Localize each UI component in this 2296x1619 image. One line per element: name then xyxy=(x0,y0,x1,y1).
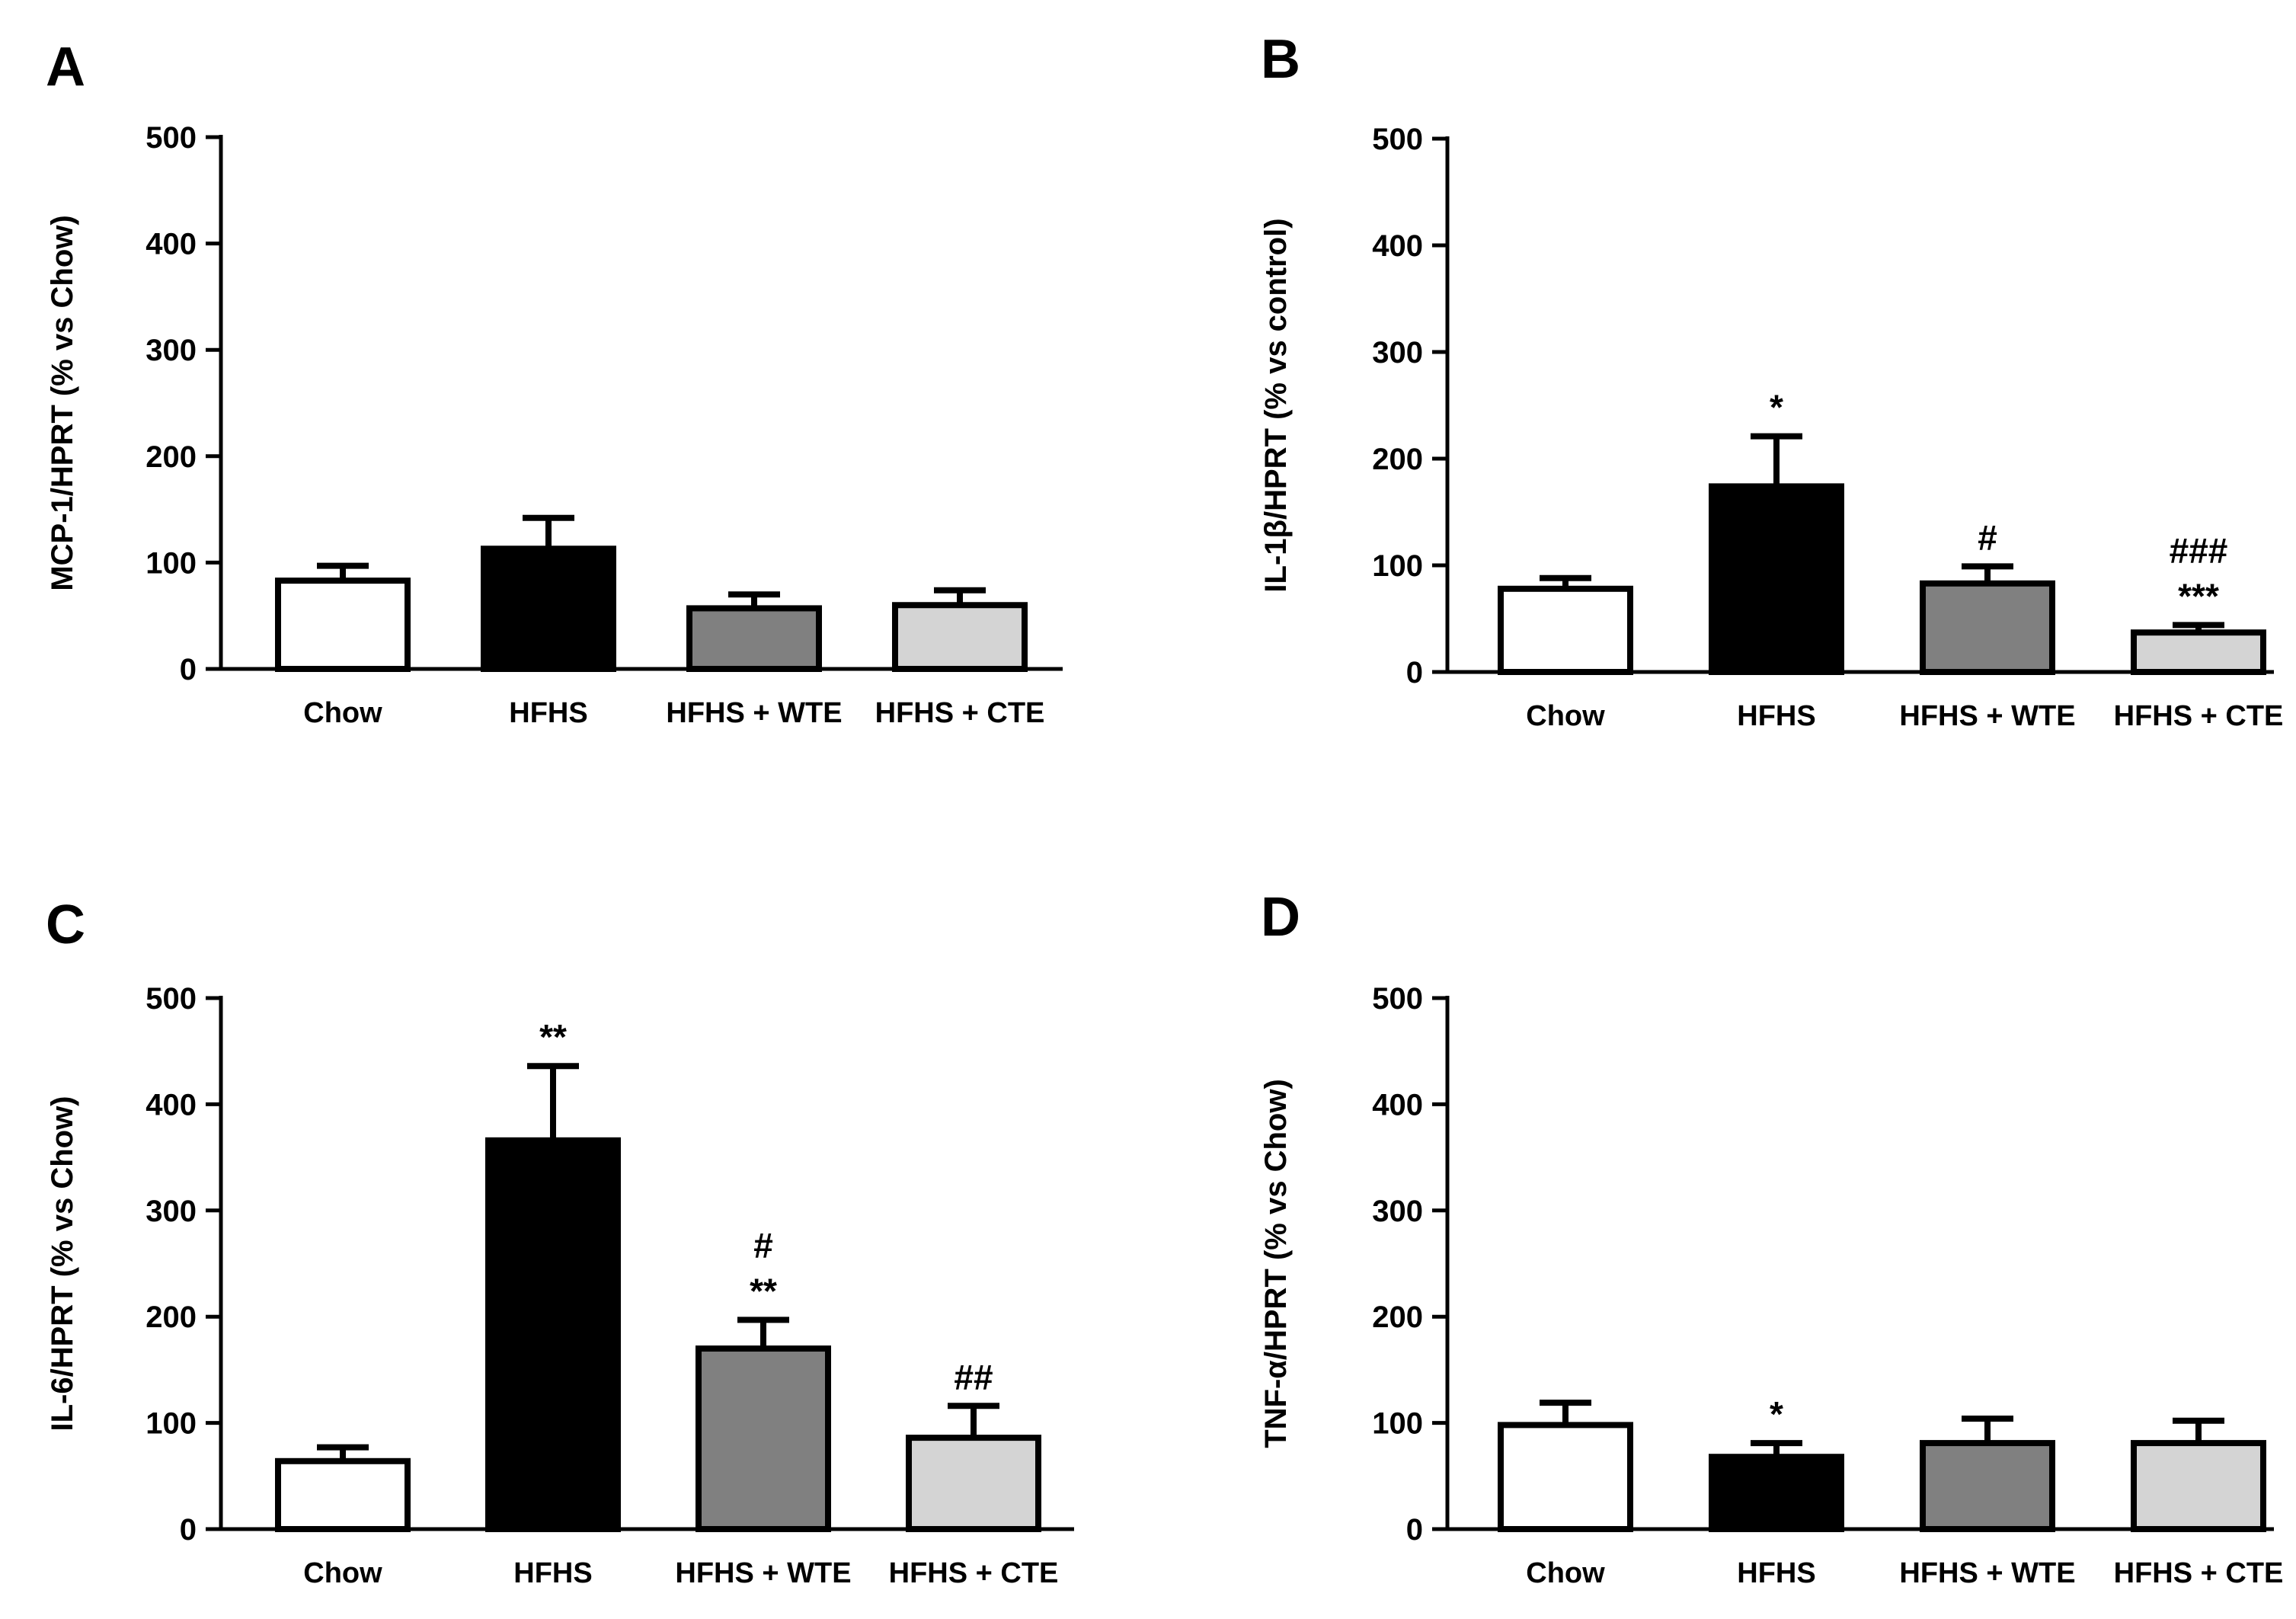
significance-mark-hfhs-cte: *** xyxy=(2178,576,2219,616)
y-axis-label: IL-1β/HPRT (% vs control) xyxy=(1259,218,1293,592)
x-tick-label-hfhs-cte: HFHS + CTE xyxy=(875,697,1045,729)
bar-hfhs xyxy=(1709,483,1844,676)
x-tick-label-hfhs-cte: HFHS + CTE xyxy=(2114,1557,2284,1589)
y-tick-label: 500 xyxy=(1372,123,1423,156)
x-tick-label-hfhs-wte: HFHS + WTE xyxy=(666,697,842,729)
bar-chow xyxy=(1498,1422,1633,1532)
y-tick-label: 100 xyxy=(1372,1407,1423,1441)
y-tick-label: 300 xyxy=(1372,1195,1423,1228)
panel-letter: C xyxy=(46,894,85,955)
significance-mark-hfhs: * xyxy=(1770,1394,1783,1434)
chart-panel-a: A MCP-1/HPRT (% vs Chow) Chow HFHS HFHS + WT… xyxy=(46,37,1063,729)
bar-hfhs-wte xyxy=(1920,1440,2055,1533)
x-tick-label-hfhs-cte: HFHS + CTE xyxy=(889,1557,1059,1589)
significance-mark-hfhs-wte: # xyxy=(1978,517,1997,557)
y-tick-label: 300 xyxy=(1372,336,1423,370)
y-tick-label: 200 xyxy=(145,1301,197,1334)
panel-letter: D xyxy=(1261,887,1300,948)
chart-panel-c: C IL-6/HPRT (% vs Chow) Chow ** HFHS # ** HFHS … xyxy=(46,894,1074,1589)
bar-chow xyxy=(1498,585,1633,675)
y-axis-label: TNF-α/HPRT (% vs Chow) xyxy=(1259,1079,1293,1448)
y-axis-label: MCP-1/HPRT (% vs Chow) xyxy=(46,215,79,590)
bar-hfhs-wte xyxy=(1920,580,2055,675)
y-tick-label: 100 xyxy=(1372,549,1423,583)
x-tick-label-hfhs-wte: HFHS + WTE xyxy=(675,1557,851,1589)
bar-hfhs-wte xyxy=(686,605,822,672)
x-tick-label-hfhs: HFHS xyxy=(509,697,587,729)
significance-mark-hfhs-wte: # xyxy=(753,1225,773,1265)
y-tick-label: 0 xyxy=(180,1513,197,1547)
x-tick-label-hfhs: HFHS xyxy=(1737,1557,1815,1589)
bar-hfhs xyxy=(1709,1454,1844,1533)
chart-panel-b: B IL-1β/HPRT (% vs control) Chow * HFHS # HFHS… xyxy=(1259,29,2283,732)
x-tick-label-chow: Chow xyxy=(303,697,382,729)
bar-hfhs-cte xyxy=(906,1435,1041,1532)
x-tick-label-hfhs-wte: HFHS + WTE xyxy=(1899,1557,2075,1589)
x-tick-label-chow: Chow xyxy=(303,1557,382,1589)
x-tick-label-hfhs: HFHS xyxy=(1737,700,1815,732)
bar-hfhs-cte xyxy=(2131,629,2266,676)
y-tick-label: 500 xyxy=(1372,982,1423,1016)
y-tick-label: 500 xyxy=(145,121,197,155)
y-tick-label: 400 xyxy=(145,1088,197,1121)
y-tick-label: 0 xyxy=(1406,656,1423,690)
significance-mark-hfhs: * xyxy=(1770,388,1783,427)
y-tick-label: 0 xyxy=(1406,1513,1423,1547)
bar-hfhs-wte xyxy=(696,1345,831,1533)
y-tick-label: 200 xyxy=(145,440,197,474)
chart-panel-d: D TNF-α/HPRT (% vs Chow) Chow * HFHS HFHS + W… xyxy=(1259,887,2283,1589)
x-tick-label-hfhs-wte: HFHS + WTE xyxy=(1899,700,2075,732)
bar-hfhs-cte xyxy=(892,602,1028,672)
bar-chow xyxy=(275,1457,411,1533)
bar-hfhs-cte xyxy=(2131,1440,2266,1533)
significance-mark-hfhs-cte: ### xyxy=(2170,530,2228,570)
bar-chow xyxy=(275,578,411,673)
x-tick-label-chow: Chow xyxy=(1526,1557,1605,1589)
y-tick-label: 200 xyxy=(1372,1301,1423,1334)
panel-letter: B xyxy=(1261,29,1300,90)
significance-mark-hfhs-wte: ** xyxy=(750,1271,777,1310)
x-tick-label-chow: Chow xyxy=(1526,700,1605,732)
y-tick-label: 0 xyxy=(180,653,197,686)
bar-hfhs xyxy=(481,546,616,673)
y-axis-label: IL-6/HPRT (% vs Chow) xyxy=(46,1096,79,1431)
y-tick-label: 400 xyxy=(1372,229,1423,263)
significance-mark-hfhs-cte: ## xyxy=(954,1357,993,1397)
y-tick-label: 300 xyxy=(145,334,197,367)
x-tick-label-hfhs: HFHS xyxy=(513,1557,592,1589)
significance-mark-hfhs: ** xyxy=(539,1017,567,1057)
y-tick-label: 400 xyxy=(145,228,197,261)
x-tick-label-hfhs-cte: HFHS + CTE xyxy=(2114,700,2284,732)
y-tick-label: 100 xyxy=(145,546,197,580)
y-tick-label: 300 xyxy=(145,1195,197,1228)
bar-hfhs xyxy=(485,1137,621,1533)
panel-letter: A xyxy=(46,37,85,98)
y-tick-label: 200 xyxy=(1372,443,1423,476)
y-tick-label: 500 xyxy=(145,982,197,1016)
y-tick-label: 100 xyxy=(145,1407,197,1441)
y-tick-label: 400 xyxy=(1372,1088,1423,1121)
